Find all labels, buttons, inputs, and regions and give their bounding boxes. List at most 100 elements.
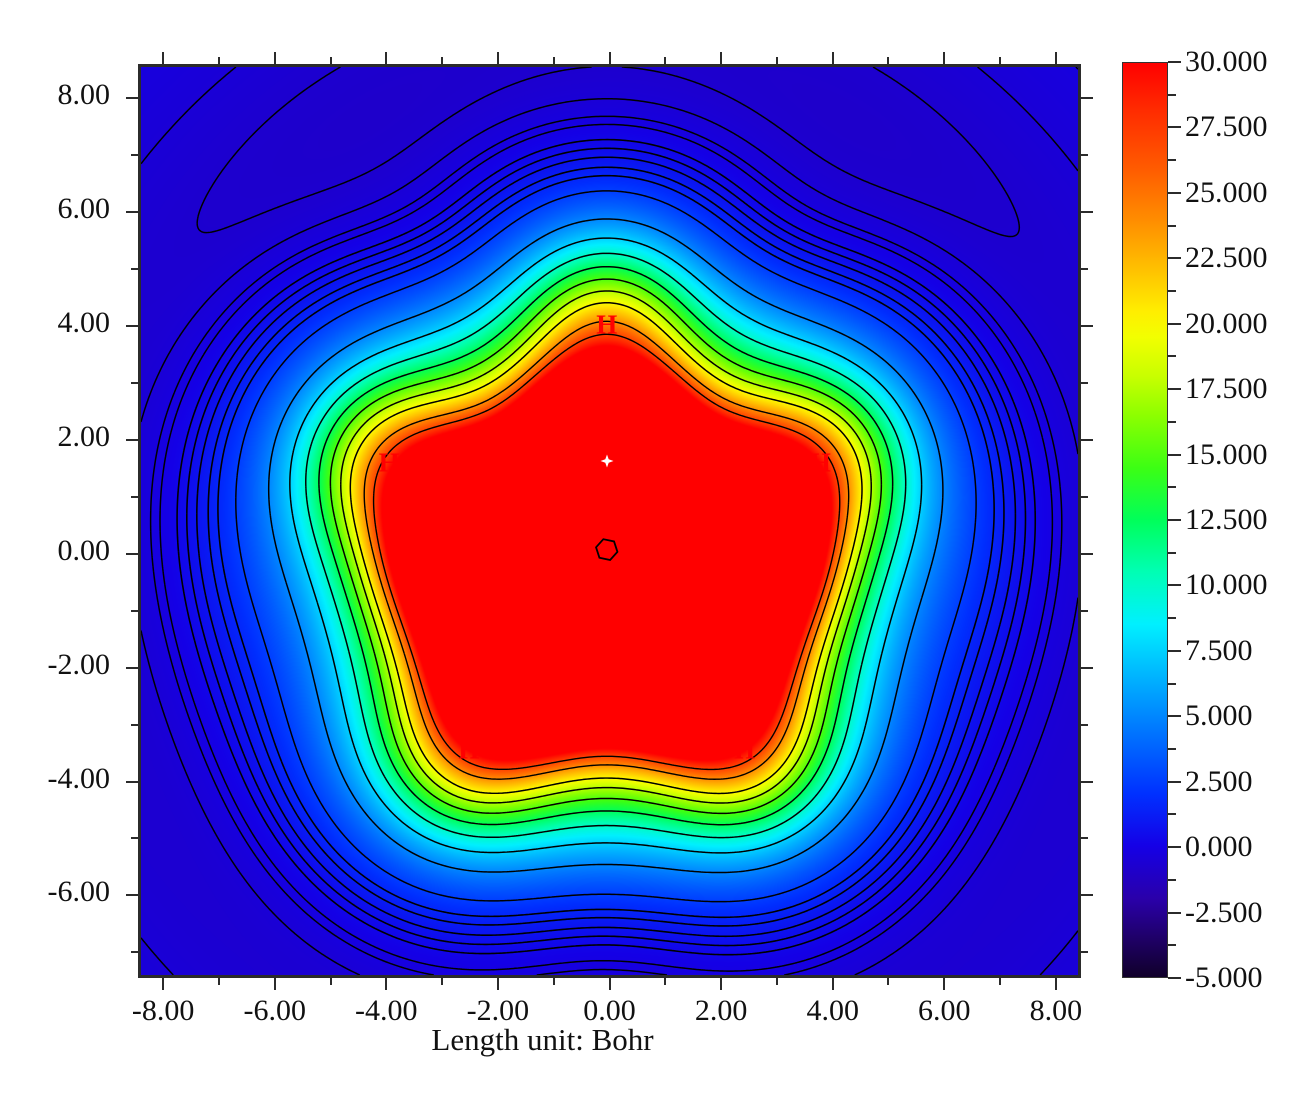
y-tick-right-5 — [1081, 268, 1088, 270]
contour-level-0.5 — [186, 147, 1027, 947]
contour-level-0.25 — [176, 138, 1037, 956]
colorbar-tick-2.5 — [1168, 780, 1181, 783]
colorbar-minor-tick-8.75 — [1168, 617, 1176, 620]
y-tick-right-3 — [1081, 381, 1088, 384]
atom-label-h-0: H — [596, 309, 618, 340]
x-tick-top--8 — [162, 52, 165, 64]
colorbar-minor-tick-11.25 — [1168, 551, 1176, 554]
colorbar-gradient — [1122, 62, 1168, 978]
y-tick-right--7 — [1081, 951, 1088, 954]
x-tick-top-7 — [999, 57, 1002, 64]
y-tick-label-0: 0.00 — [57, 533, 111, 567]
y-tick-right-8 — [1081, 97, 1093, 100]
colorbar-tick-25 — [1168, 191, 1181, 194]
x-tick-7 — [999, 978, 1002, 985]
y-tick-label-8: 8.00 — [57, 78, 111, 112]
x-tick-top--6 — [273, 52, 276, 64]
colorbar-tick-27.5 — [1168, 126, 1181, 129]
x-tick-top--2 — [496, 52, 499, 64]
y-tick-right--6 — [1081, 894, 1093, 897]
colorbar-minor-tick-23.75 — [1168, 224, 1176, 227]
x-tick-top--5 — [329, 57, 332, 64]
contour-level-1.2 — [207, 166, 1005, 927]
y-tick-right-6 — [1081, 211, 1093, 214]
x-tick-top-0 — [608, 52, 611, 64]
x-axis-caption: Length unit: Bohr — [431, 1022, 654, 1057]
x-tick-2 — [720, 978, 723, 990]
y-tick-label-4: 4.00 — [57, 305, 111, 339]
y-tick-right-0 — [1081, 552, 1093, 555]
y-tick-3 — [131, 381, 138, 384]
colorbar-label-0: 0.000 — [1185, 830, 1253, 864]
colorbar-label-7.5: 7.500 — [1185, 633, 1253, 667]
contour-level-7.5 — [289, 237, 923, 854]
x-tick-top-3 — [775, 57, 778, 64]
x-tick-top--1 — [552, 57, 555, 64]
atom-label-c-5: C — [718, 506, 739, 537]
x-tick--8 — [162, 978, 165, 990]
x-tick-4 — [831, 978, 834, 990]
x-tick-label-0: 0.00 — [583, 994, 636, 1027]
colorbar-tick-22.5 — [1168, 257, 1181, 260]
contour-level-17.5 — [340, 290, 873, 804]
contour-plot-area — [138, 64, 1081, 978]
y-tick-label-2: 2.00 — [57, 419, 111, 453]
contour-level-10 — [305, 252, 907, 839]
colorbar-tick-30 — [1168, 61, 1181, 63]
x-tick-1 — [664, 978, 667, 985]
y-tick-6 — [126, 211, 138, 214]
y-tick-right--5 — [1081, 837, 1088, 840]
contour-level--0.5 — [141, 67, 1078, 975]
colorbar-tick--5 — [1168, 977, 1181, 979]
colorbar-minor-tick--1.25 — [1168, 878, 1176, 881]
y-tick-right--2 — [1081, 666, 1093, 669]
contour-level-2.5 — [235, 190, 977, 903]
x-tick-top-2 — [720, 52, 723, 64]
y-tick-label-6: 6.00 — [57, 192, 111, 226]
x-tick-label--6: -6.00 — [243, 994, 306, 1027]
y-tick-right-7 — [1081, 154, 1088, 157]
contour-level-5 — [267, 218, 944, 874]
atom-label-h-8: H — [458, 734, 480, 765]
contour-lines-layer — [141, 67, 1078, 975]
colorbar-label-10: 10.000 — [1185, 568, 1268, 602]
colorbar-label-22.5: 22.500 — [1185, 241, 1268, 275]
x-tick-8 — [1054, 978, 1057, 990]
y-tick-right-2 — [1081, 438, 1093, 441]
colorbar-minor-tick-18.75 — [1168, 355, 1176, 358]
contour-level-24 — [363, 320, 850, 780]
colorbar-label-20: 20.000 — [1185, 306, 1268, 340]
contour-level-15 — [329, 278, 883, 815]
colorbar-label-15: 15.000 — [1185, 437, 1268, 471]
x-tick--2 — [496, 978, 499, 990]
x-tick-label--4: -4.00 — [355, 994, 418, 1027]
y-tick-label--2: -2.00 — [47, 647, 111, 681]
x-tick--6 — [273, 978, 276, 990]
y-tick-8 — [126, 97, 138, 100]
y-tick-right-4 — [1081, 324, 1093, 327]
contour-level--0.75 — [196, 67, 1021, 238]
colorbar-label-25: 25.000 — [1185, 175, 1268, 209]
colorbar-label-30: 30.000 — [1185, 45, 1268, 78]
y-tick-label--6: -6.00 — [47, 875, 111, 909]
contour-level-12.5 — [318, 265, 894, 826]
x-tick-3 — [775, 978, 778, 985]
y-tick--1 — [131, 609, 138, 612]
colorbar-tick-12.5 — [1168, 519, 1181, 521]
x-tick--1 — [552, 978, 555, 985]
contour-level-1.6 — [217, 174, 995, 919]
x-tick-6 — [943, 978, 946, 990]
colorbar-label-2.5: 2.500 — [1185, 764, 1253, 798]
contour-level--0.1 — [159, 123, 1054, 972]
atom-label-c-6: C — [524, 646, 544, 677]
x-tick--3 — [441, 978, 444, 985]
colorbar-minor-tick-3.75 — [1168, 748, 1176, 750]
colorbar-label-5: 5.000 — [1185, 699, 1253, 733]
colorbar-tick-20 — [1168, 322, 1181, 325]
colorbar-label--5: -5.000 — [1185, 961, 1263, 994]
colorbar-label-17.5: 17.500 — [1185, 372, 1268, 406]
x-tick-label--2: -2.00 — [466, 994, 530, 1027]
x-tick-top-8 — [1054, 52, 1057, 64]
y-tick-right--3 — [1081, 723, 1088, 726]
